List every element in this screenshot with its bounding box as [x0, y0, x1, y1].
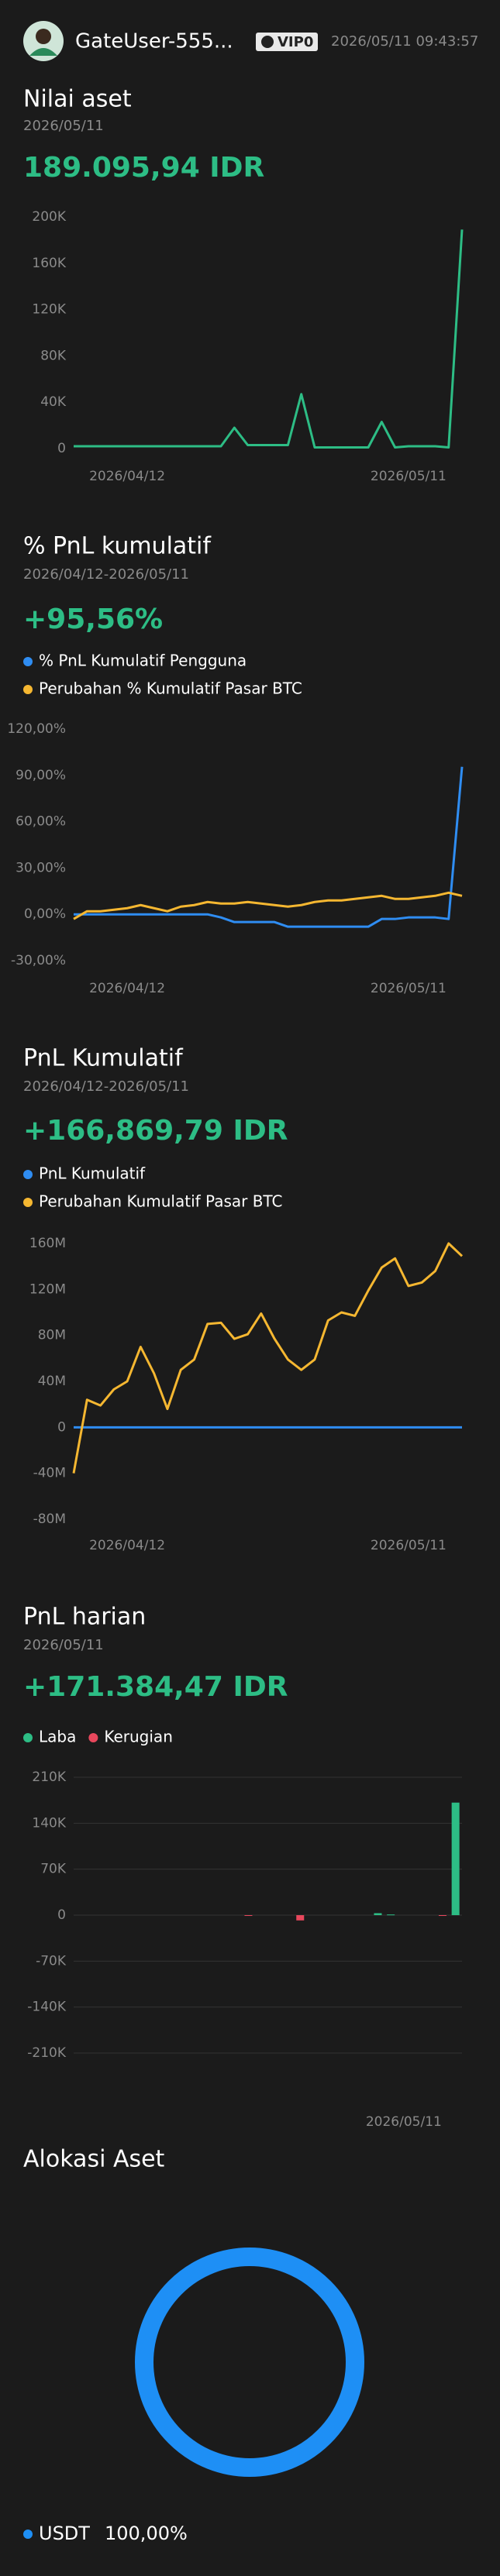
y-tick-label: -140K: [27, 2000, 67, 2015]
legend-label: PnL Kumulatif: [39, 1164, 146, 1183]
y-tick-label: -40M: [33, 1466, 66, 1481]
y-tick-label: 40M: [38, 1374, 66, 1389]
y-tick-label: 120M: [29, 1281, 66, 1297]
legend-dot: [88, 1733, 98, 1742]
legend-dot: [23, 685, 33, 694]
x-tick-label: 2026/05/11: [371, 981, 447, 996]
y-tick-label: 0: [57, 441, 66, 456]
series-line: [72, 1242, 464, 1474]
y-tick-label: 200K: [32, 209, 66, 225]
y-tick-label: -70K: [36, 1953, 67, 1969]
y-tick-label: 120K: [32, 302, 66, 318]
section-subtitle: 2026/04/12-2026/05/11: [23, 1078, 189, 1095]
y-tick-label: -30,00%: [11, 953, 66, 968]
legend-value: 100,00%: [105, 2523, 188, 2544]
x-tick-label: 2026/05/11: [371, 1538, 447, 1553]
y-tick-label: 0: [57, 1419, 66, 1435]
x-tick-label: 2026/05/11: [371, 469, 447, 484]
legend-dot: [23, 1198, 33, 1207]
y-tick-label: -80M: [33, 1512, 66, 1527]
legend-label: Perubahan % Kumulatif Pasar BTC: [39, 679, 302, 698]
y-tick-label: 0: [57, 1907, 66, 1923]
legend-dot: [23, 2530, 33, 2539]
section-title: Alokasi Aset: [23, 2146, 165, 2173]
y-tick-label: 40K: [40, 394, 67, 410]
legend-dot: [23, 1733, 33, 1742]
y-tick-label: 140K: [32, 1815, 66, 1831]
x-tick-label: 2026/04/12: [89, 1538, 165, 1553]
username[interactable]: GateUser-555...: [75, 30, 233, 53]
y-tick-label: 160M: [29, 1236, 66, 1251]
y-tick-label: 0,00%: [24, 906, 66, 922]
vip-icon: [261, 36, 274, 48]
y-tick-label: 70K: [40, 1862, 67, 1877]
y-tick-label: 90,00%: [16, 768, 66, 783]
section-subtitle: 2026/04/12-2026/05/11: [23, 566, 189, 583]
headline-value: +166,869,79 IDR: [23, 1115, 288, 1147]
bar: [296, 1915, 305, 1921]
headline-value: +171.384,47 IDR: [23, 1671, 288, 1703]
vip-label: VIP0: [278, 34, 313, 50]
series-line: [74, 229, 464, 449]
avatar-body: [29, 48, 57, 56]
section-title: % PnL kumulatif: [23, 533, 212, 560]
legend-dot: [23, 657, 33, 666]
legend-dot: [23, 1170, 33, 1179]
headline-value: 189.095,94 IDR: [23, 152, 264, 184]
section-subtitle: 2026/05/11: [23, 118, 104, 134]
section-subtitle: 2026/05/11: [23, 1637, 104, 1653]
section-title: PnL harian: [23, 1604, 146, 1631]
x-tick-label: 2026/05/11: [366, 2114, 442, 2130]
donut-segment: [135, 2248, 364, 2477]
y-tick-label: 80K: [40, 348, 67, 363]
series-line: [73, 891, 463, 920]
y-tick-label: 80M: [38, 1328, 66, 1343]
y-tick-label: 30,00%: [16, 860, 66, 875]
legend-label: Laba: [39, 1728, 76, 1746]
y-tick-label: 120,00%: [7, 721, 66, 737]
avatar-head: [36, 29, 51, 44]
bar: [244, 1915, 253, 1916]
legend-label: Perubahan Kumulatif Pasar BTC: [39, 1192, 282, 1211]
section-title: Nilai aset: [23, 86, 132, 113]
bar: [438, 1915, 447, 1916]
legend-label: Kerugian: [104, 1728, 173, 1746]
bar: [387, 1914, 395, 1916]
y-tick-label: 210K: [32, 1769, 66, 1785]
bar: [451, 1802, 460, 1915]
y-tick-label: 160K: [32, 256, 66, 271]
datetime: 2026/05/11 09:43:57: [331, 33, 478, 50]
series-line: [74, 766, 464, 928]
headline-value: +95,56%: [23, 604, 163, 635]
y-tick-label: 60,00%: [16, 814, 66, 830]
legend-label: % PnL Kumulatif Pengguna: [39, 652, 247, 670]
x-tick-label: 2026/04/12: [89, 469, 165, 484]
x-tick-label: 2026/04/12: [89, 981, 165, 996]
section-title: PnL Kumulatif: [23, 1045, 184, 1072]
legend-label: USDT: [39, 2523, 90, 2544]
bar: [374, 1913, 382, 1915]
y-tick-label: -210K: [27, 2045, 67, 2061]
